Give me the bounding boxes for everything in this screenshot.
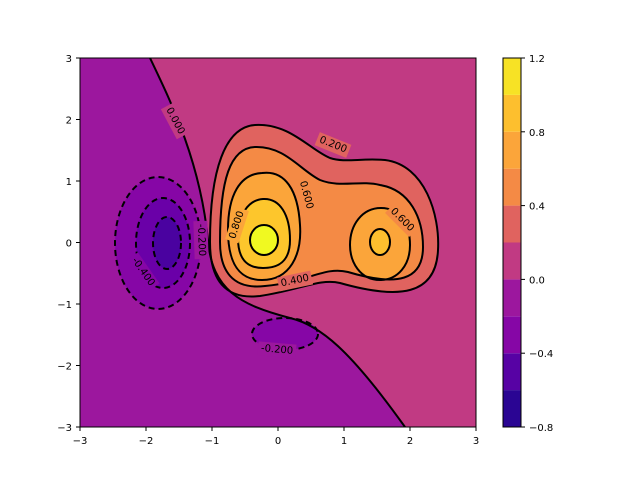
band-1.0-1.2 — [250, 225, 278, 255]
contour--0.2-small — [251, 317, 319, 351]
colorbar-band — [503, 94, 521, 132]
y-tick-label: 1 — [66, 177, 72, 188]
x-tick-label: 3 — [473, 436, 479, 447]
colorbar-tick-label: 0.4 — [529, 202, 545, 213]
colorbar-band — [503, 353, 521, 391]
contour-0.2 — [208, 123, 440, 298]
y-tick-label: 3 — [66, 54, 72, 65]
colorbar-band — [503, 390, 521, 427]
contour-0.8-right — [369, 228, 391, 256]
colorbar-frame — [502, 57, 522, 428]
x-tick-label: −3 — [73, 436, 88, 447]
colorbar-band — [503, 205, 521, 243]
contour--0.4 — [135, 197, 191, 289]
y-tick-label: −3 — [57, 423, 72, 434]
contour-label-9: -0.200 — [195, 224, 207, 257]
y-tick-label: 2 — [66, 116, 72, 127]
x-tick-label: 0 — [275, 436, 281, 447]
x-tick-label: 1 — [341, 436, 347, 447]
y-axis: −3 −2 −1 0 1 2 3 — [57, 54, 80, 434]
contour-0.6-left — [226, 171, 302, 282]
x-axis: −3 −2 −1 0 1 2 3 — [73, 427, 479, 447]
colorbar-band — [503, 242, 521, 280]
x-tick-label: 2 — [407, 436, 413, 447]
contour-label-7: -0.200 — [260, 343, 293, 357]
colorbar-tick-label: 1.2 — [529, 54, 545, 65]
colorbar-tick-label: 0.8 — [529, 128, 545, 139]
x-tick-label: −1 — [205, 436, 220, 447]
colorbar-tick-label: 0.0 — [529, 275, 545, 286]
contour-1.0 — [249, 224, 279, 256]
colorbar-band — [503, 168, 521, 206]
contour--0.6 — [152, 216, 182, 270]
y-tick-label: −2 — [57, 362, 72, 373]
y-tick-label: −1 — [57, 300, 72, 311]
x-tick-label: −2 — [139, 436, 154, 447]
band--0.8--0.6 — [153, 217, 181, 269]
colorbar-tick-label: −0.8 — [529, 423, 553, 434]
colorbar-band — [503, 131, 521, 169]
plot-area: 0.000 0.200 0.600 0.600 0.800 0.400 -0.2… — [80, 58, 476, 427]
band-small-negative — [252, 318, 318, 350]
colorbar-band — [503, 279, 521, 317]
band-0.8-1.0-right — [370, 229, 390, 255]
y-tick-label: 0 — [66, 239, 72, 250]
colorbar: −0.8 −0.4 0.0 0.4 0.8 1.2 — [502, 54, 553, 434]
colorbar-band — [503, 58, 521, 95]
colorbar-band — [503, 316, 521, 354]
colorbar-tick-label: −0.4 — [529, 349, 553, 360]
